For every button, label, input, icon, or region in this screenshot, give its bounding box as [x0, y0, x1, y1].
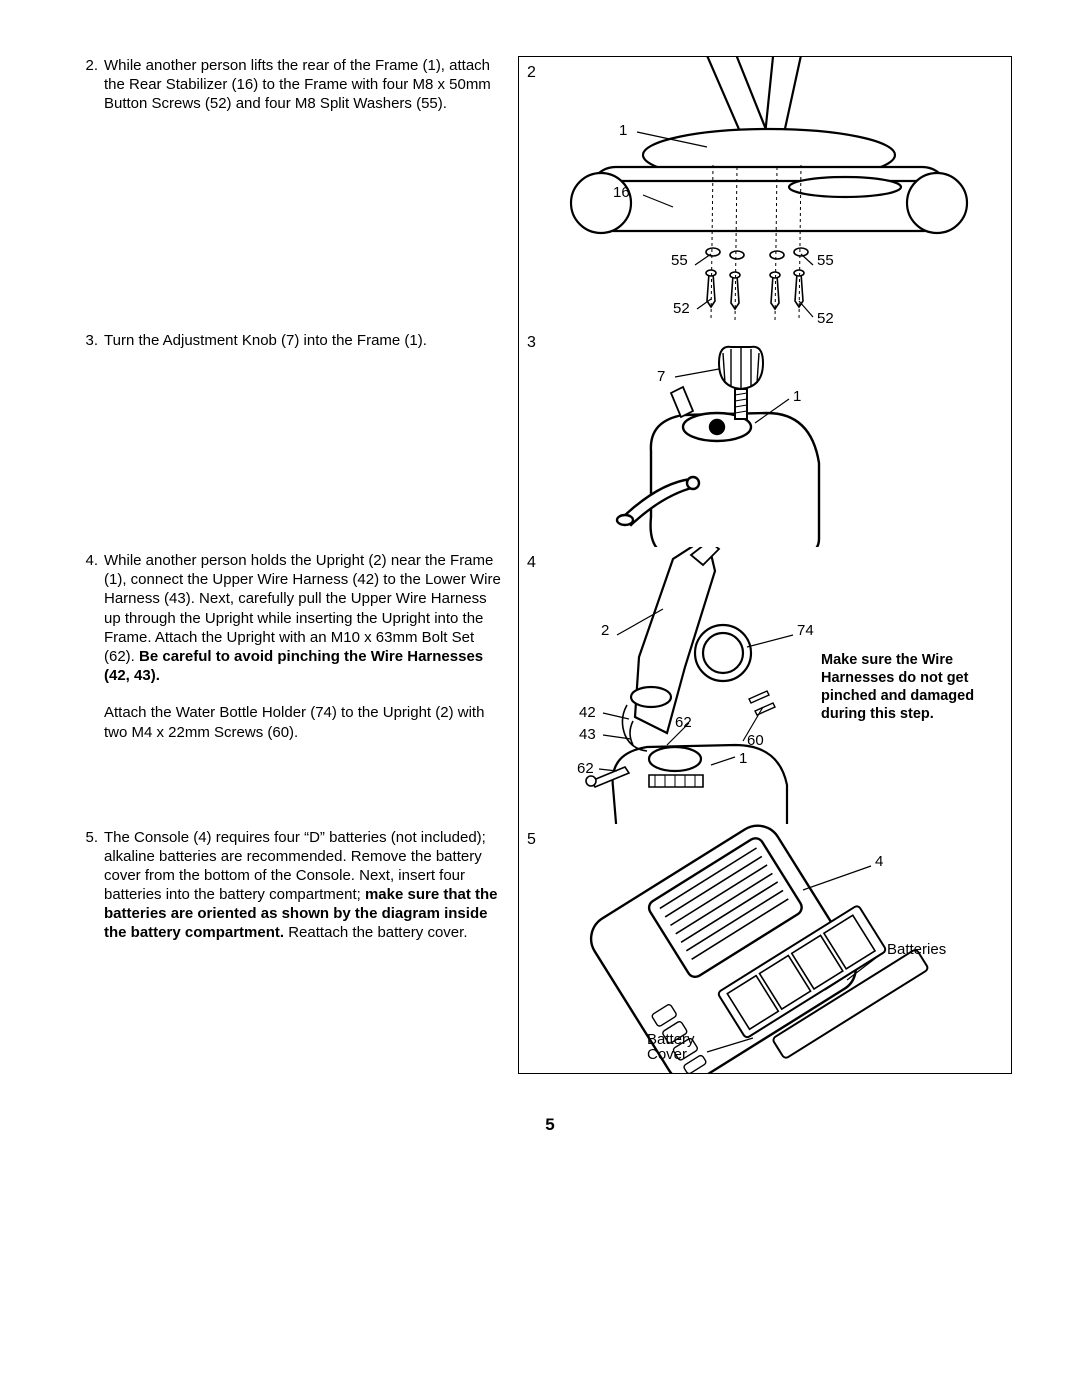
step-4-p2: Attach the Water Bottle Holder (74) to t…	[104, 703, 504, 741]
dia4-label-74: 74	[797, 623, 814, 638]
diagram-5-col: 5	[518, 824, 1012, 1074]
diagram-4-col: 4	[518, 547, 1012, 825]
step-4-p1: While another person holds the Upright (…	[104, 551, 504, 685]
step-2: 2. While another person lifts the rear o…	[80, 56, 504, 114]
step-2-p1: While another person lifts the rear of t…	[104, 57, 491, 112]
step-5: 5. The Console (4) requires four “D” bat…	[80, 828, 504, 943]
diagram-number: 5	[527, 830, 536, 850]
diagram-4: 4	[518, 547, 1012, 825]
dia5-label-4: 4	[875, 854, 883, 869]
page-number: 5	[80, 1114, 1020, 1136]
step-4: 4. While another person holds the Uprigh…	[80, 551, 504, 742]
dia4-label-42: 42	[579, 705, 596, 720]
dia5-label-batterycover: Battery Cover	[647, 1032, 695, 1062]
row-step-3: 3. Turn the Adjustment Knob (7) into the…	[80, 327, 1020, 549]
step-body: While another person holds the Upright (…	[104, 551, 504, 742]
dia2-label-52l: 52	[673, 301, 690, 316]
manual-page: 2. While another person lifts the rear o…	[0, 0, 1080, 1175]
dia5-label-batteries: Batteries	[887, 942, 946, 957]
step-4-text-col: 4. While another person holds the Uprigh…	[80, 547, 518, 750]
dia2-label-52r: 52	[817, 311, 834, 326]
step-3: 3. Turn the Adjustment Knob (7) into the…	[80, 331, 504, 350]
step-number: 4.	[80, 551, 104, 742]
step-3-text-col: 3. Turn the Adjustment Knob (7) into the…	[80, 327, 518, 358]
row-step-2: 2. While another person lifts the rear o…	[80, 56, 1020, 328]
dia2-label-55r: 55	[817, 253, 834, 268]
dia4-warning: Make sure the Wire Harnesses do not get …	[821, 651, 999, 724]
step-3-p1: Turn the Adjustment Knob (7) into the Fr…	[104, 332, 427, 349]
diagram-2-col: 2	[518, 56, 1012, 328]
diagram-5: 5	[518, 824, 1012, 1074]
step-number: 5.	[80, 828, 104, 943]
dia4-label-43: 43	[579, 727, 596, 742]
diagram-number: 3	[527, 333, 536, 353]
step-2-text-col: 2. While another person lifts the rear o…	[80, 56, 518, 122]
diagram-2-svg	[519, 57, 1012, 328]
dia4-label-2: 2	[601, 623, 609, 638]
step-number: 3.	[80, 331, 104, 350]
step-body: The Console (4) requires four “D” batter…	[104, 828, 504, 943]
row-step-5: 5. The Console (4) requires four “D” bat…	[80, 824, 1020, 1074]
diagram-2: 2	[518, 56, 1012, 328]
diagram-3-svg	[519, 327, 1012, 549]
dia3-label-1: 1	[793, 389, 801, 404]
step-body: Turn the Adjustment Knob (7) into the Fr…	[104, 331, 504, 350]
dia4-label-1: 1	[739, 751, 747, 766]
dia2-label-55l: 55	[671, 253, 688, 268]
step-5-text-col: 5. The Console (4) requires four “D” bat…	[80, 824, 518, 951]
row-step-4: 4. While another person holds the Uprigh…	[80, 547, 1020, 825]
diagram-number: 2	[527, 63, 536, 83]
dia3-label-7: 7	[657, 369, 665, 384]
dia4-label-60: 60	[747, 733, 764, 748]
dia4-label-62r: 62	[675, 715, 692, 730]
step-body: While another person lifts the rear of t…	[104, 56, 504, 114]
diagram-number: 4	[527, 553, 536, 573]
dia4-label-62l: 62	[577, 761, 594, 776]
dia2-label-16: 16	[613, 185, 630, 200]
diagram-3-col: 3	[518, 327, 1012, 549]
diagram-3: 3	[518, 327, 1012, 549]
dia2-label-1: 1	[619, 123, 627, 138]
step-number: 2.	[80, 56, 104, 114]
